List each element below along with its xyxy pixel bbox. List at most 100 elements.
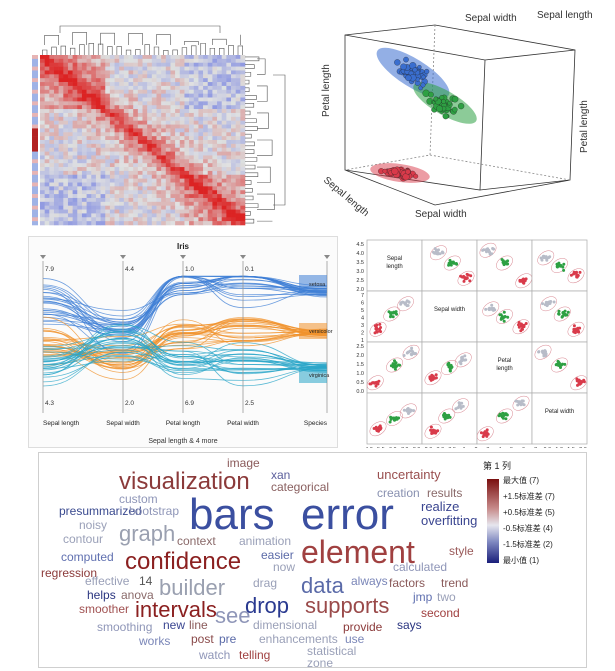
heatmap-cell <box>217 58 223 64</box>
heatmap-cell <box>133 151 139 156</box>
dendrogram-branch <box>107 46 113 55</box>
heatmap-cell <box>109 82 115 87</box>
heatmap-cell <box>133 194 139 199</box>
heatmap-cell <box>63 58 69 64</box>
heatmap-cell <box>221 197 227 203</box>
heatmap-cell <box>137 116 143 121</box>
heatmap-cell <box>226 170 232 176</box>
annotation-cell <box>32 174 38 179</box>
heatmap-cell <box>105 151 111 156</box>
heatmap-cell <box>95 124 101 129</box>
heatmap-cell <box>193 205 199 210</box>
heatmap-cell <box>212 112 218 118</box>
heatmap-cell <box>44 174 50 179</box>
heatmap-cell <box>100 58 106 64</box>
axis-handle-icon <box>120 255 126 259</box>
heatmap-cell <box>63 112 69 118</box>
heatmap-cell <box>189 190 195 195</box>
heatmap-cell <box>189 132 195 137</box>
heatmap-cell <box>95 109 101 114</box>
heatmap-cell <box>81 136 87 141</box>
heatmap-cell <box>165 62 171 67</box>
heatmap-cell <box>86 221 92 226</box>
heatmap-cell <box>147 136 153 141</box>
heatmap-cell <box>240 147 246 152</box>
density-ellipse <box>399 403 417 419</box>
heatmap-cell <box>95 93 101 98</box>
heatmap-cell <box>77 209 83 214</box>
dendrogram-branch <box>257 166 271 183</box>
heatmap-cell <box>128 82 134 87</box>
heatmap-cell <box>67 147 73 152</box>
heatmap-cell <box>53 120 59 125</box>
annotation-cell <box>32 89 38 94</box>
heatmap-cell <box>77 74 83 79</box>
dendrogram-branch <box>156 34 171 45</box>
heatmap-cell <box>91 174 97 179</box>
heatmap-cell <box>231 70 236 75</box>
heatmap-cell <box>147 58 153 64</box>
heatmap-cell <box>179 182 185 187</box>
heatmap-cell <box>137 124 143 129</box>
versicolor-point <box>436 105 443 113</box>
word: see <box>215 603 250 628</box>
heatmap-cell <box>77 58 83 64</box>
heatmap-cell <box>231 58 236 64</box>
heatmap-cell <box>142 190 148 195</box>
heatmap-cell <box>105 143 111 149</box>
heatmap-cell <box>86 197 92 203</box>
heatmap-cell <box>40 97 45 102</box>
heatmap-cell <box>193 213 199 218</box>
heatmap-cell <box>151 97 157 102</box>
heatmap-cell <box>81 82 87 87</box>
heatmap-cell <box>100 62 106 67</box>
heatmap-cell <box>105 155 111 160</box>
heatmap-cell <box>231 174 236 179</box>
heatmap-cell <box>189 124 195 129</box>
heatmap-cell <box>44 112 50 118</box>
heatmap-cell <box>193 89 199 94</box>
left-tick-label: 2.5 <box>356 278 364 284</box>
heatmap-cell <box>212 89 218 94</box>
heatmap-cell <box>142 217 148 222</box>
heatmap-cell <box>175 89 181 94</box>
heatmap-cell <box>40 159 45 164</box>
heatmap-cell <box>179 85 185 91</box>
heatmap-cell <box>137 85 143 91</box>
heatmap-cell <box>77 101 83 106</box>
heatmap-cell <box>63 170 69 176</box>
heatmap-cell <box>81 205 87 210</box>
heatmap-cell <box>119 58 125 64</box>
heatmap-cell <box>240 209 246 214</box>
heatmap-cell <box>175 120 181 125</box>
dendrogram-branch <box>172 49 178 55</box>
heatmap-cell <box>81 78 87 83</box>
heatmap-cell <box>105 170 111 176</box>
scatter-point <box>575 275 579 279</box>
heatmap-cell <box>81 151 87 156</box>
heatmap-cell <box>165 101 171 106</box>
heatmap-cell <box>128 124 134 129</box>
heatmap-cell <box>231 109 236 114</box>
axis-handle-icon <box>240 255 246 259</box>
heatmap-cell <box>179 205 185 210</box>
heatmap-cell <box>123 101 129 106</box>
heatmap-cell <box>151 116 157 121</box>
heatmap-cell <box>207 174 213 179</box>
heatmap-cell <box>142 159 148 164</box>
heatmap-cell <box>53 170 59 176</box>
heatmap-cell <box>95 58 101 64</box>
heatmap-cell <box>95 178 101 183</box>
heatmap-cell <box>151 159 157 164</box>
heatmap-cell <box>44 93 50 98</box>
heatmap-cell <box>221 105 227 110</box>
annotation-cell <box>32 213 38 218</box>
heatmap-cell <box>147 205 153 210</box>
heatmap-cell <box>203 143 209 149</box>
heatmap-cell <box>86 124 92 129</box>
heatmap-cell <box>198 163 204 168</box>
heatmap-cell <box>58 197 64 203</box>
heatmap-cell <box>81 97 87 102</box>
heatmap-cell <box>58 163 64 168</box>
heatmap-cell <box>119 209 125 214</box>
